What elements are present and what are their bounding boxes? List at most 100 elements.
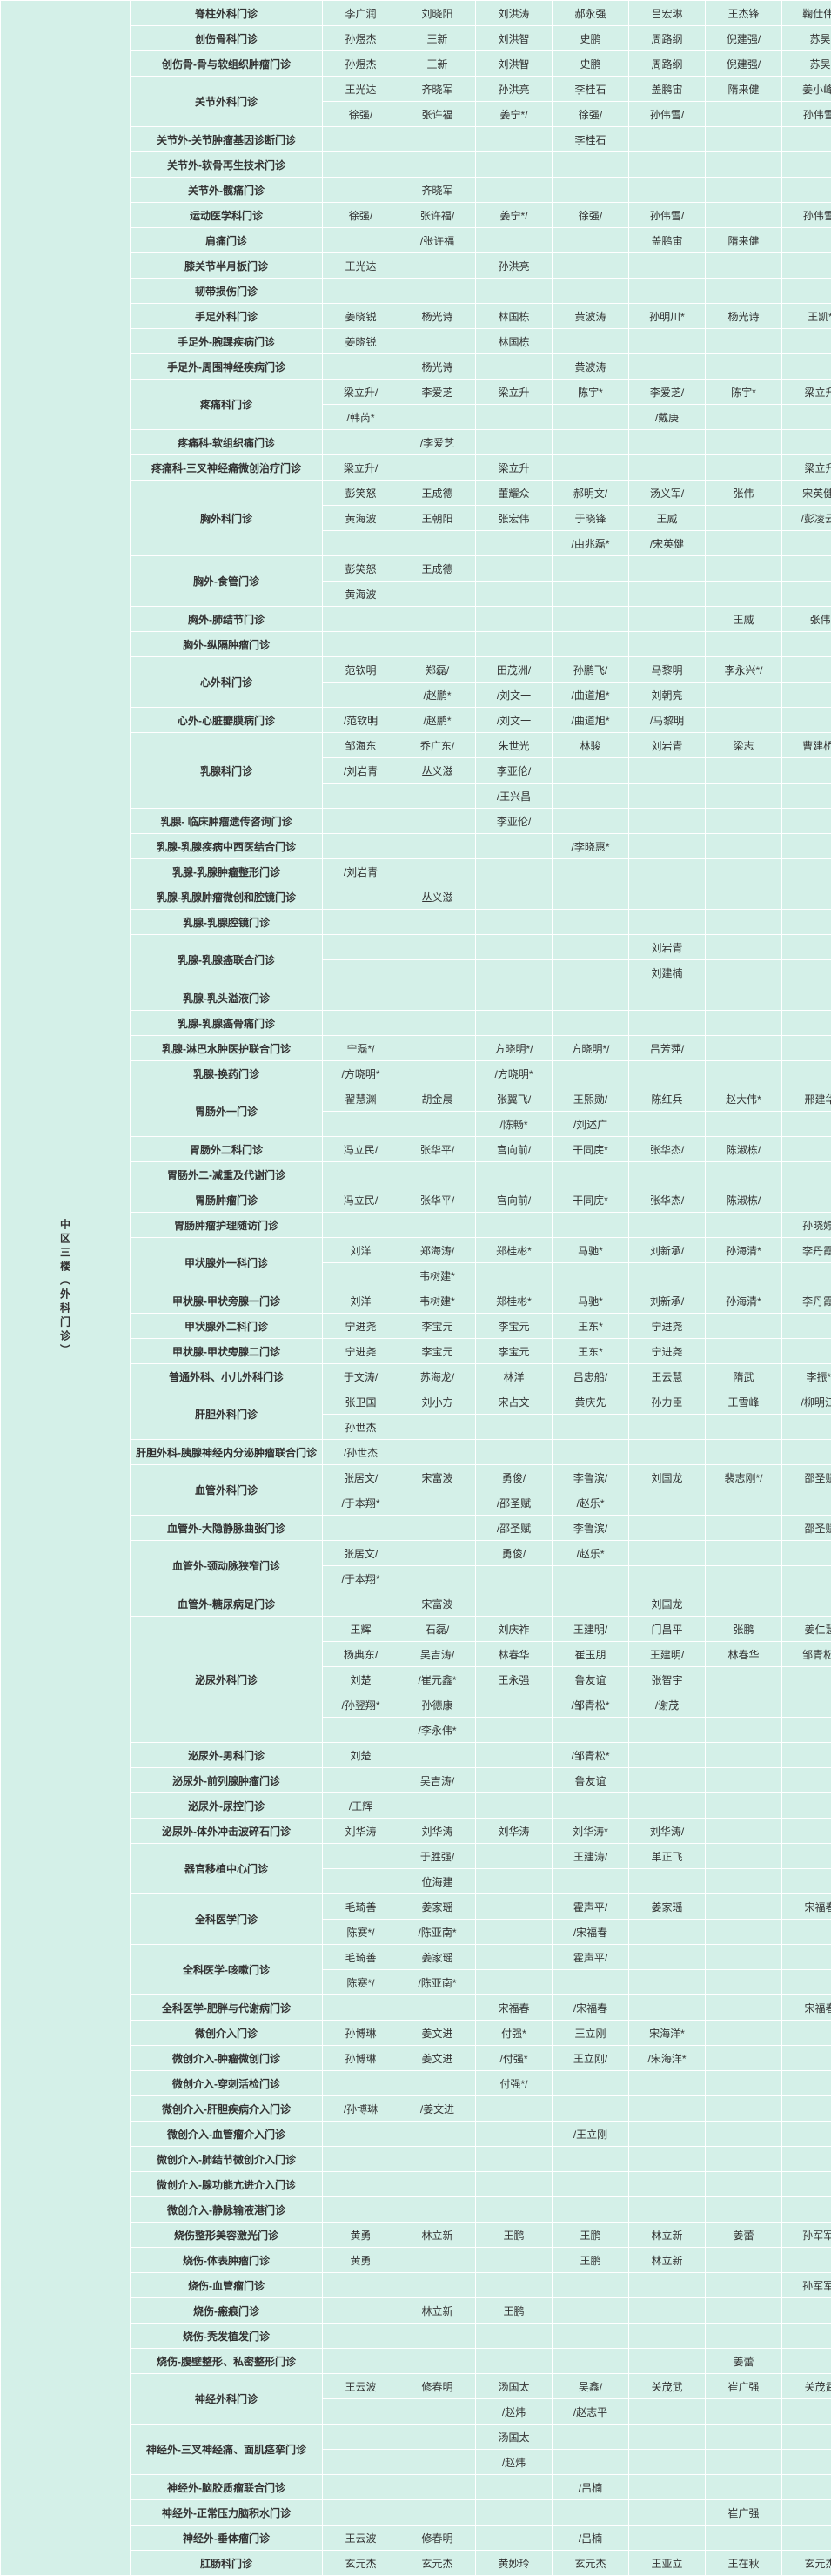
doctor-cell <box>706 178 782 203</box>
doctor-cell: 王雪峰 <box>706 1389 782 1415</box>
doctor-cell: 黄海波 <box>323 506 399 531</box>
doctor-cell: 李爱芝/ <box>629 380 706 405</box>
doctor-cell <box>706 1415 782 1440</box>
doctor-cell: /赵鹏* <box>399 683 476 708</box>
doctor-cell <box>323 430 399 455</box>
doctor-cell: 丛义滋 <box>399 758 476 784</box>
department-name: 乳腺-乳腺肿瘤微创和腔镜门诊 <box>131 884 323 910</box>
department-name: 胃肠肿瘤护理随访门诊 <box>131 1213 323 1238</box>
doctor-cell: /孙世杰 <box>323 1440 399 1465</box>
doctor-cell: 林国栋 <box>476 304 553 329</box>
doctor-cell: 杨光诗 <box>706 304 782 329</box>
doctor-cell <box>706 2122 782 2147</box>
doctor-cell: 梁立升 <box>782 455 831 481</box>
doctor-cell <box>553 329 629 354</box>
doctor-cell <box>476 2475 553 2500</box>
doctor-cell <box>553 582 629 607</box>
doctor-cell: 刘岩青 <box>629 733 706 758</box>
doctor-cell: 汤义军/ <box>629 481 706 506</box>
doctor-cell <box>782 2122 831 2147</box>
department-name: 泌尿外科门诊 <box>131 1617 323 1743</box>
doctor-cell: 王亚立 <box>629 2551 706 2576</box>
department-name: 全科医学-咳嗽门诊 <box>131 1945 323 1995</box>
doctor-cell <box>782 884 831 910</box>
doctor-cell: 李鲁滨/ <box>553 1465 629 1490</box>
department-name: 心外科门诊 <box>131 657 323 708</box>
doctor-cell <box>553 632 629 657</box>
doctor-cell: 宋福春 <box>782 1894 831 1920</box>
doctor-cell <box>629 607 706 632</box>
doctor-cell <box>706 960 782 985</box>
doctor-cell: /曲道旭* <box>553 683 629 708</box>
doctor-cell <box>323 2450 399 2475</box>
department-name: 乳腺-淋巴水肿医护联合门诊 <box>131 1036 323 1061</box>
doctor-cell <box>399 1162 476 1187</box>
doctor-cell <box>629 2399 706 2425</box>
doctor-cell <box>476 859 553 884</box>
doctor-cell: /宋福春 <box>553 1920 629 1945</box>
doctor-cell <box>323 683 399 708</box>
doctor-cell: 王云波 <box>323 2374 399 2399</box>
doctor-cell <box>553 1162 629 1187</box>
doctor-cell: 王成德 <box>399 556 476 582</box>
doctor-cell: 陈赛*/ <box>323 1920 399 1945</box>
doctor-cell: 刘新承/ <box>629 1238 706 1263</box>
doctor-cell <box>629 1415 706 1440</box>
doctor-cell <box>782 809 831 834</box>
doctor-cell <box>476 834 553 859</box>
doctor-cell <box>629 1011 706 1036</box>
doctor-cell: 陈赛*/ <box>323 1970 399 1995</box>
doctor-cell <box>399 935 476 960</box>
doctor-cell <box>476 2122 553 2147</box>
doctor-cell: /柳明江* <box>782 1389 831 1415</box>
doctor-cell: 宁进尧 <box>629 1314 706 1339</box>
department-name: 心外-心脏瓣膜病门诊 <box>131 708 323 733</box>
department-name: 胸外-食管门诊 <box>131 556 323 607</box>
doctor-cell <box>629 2298 706 2324</box>
doctor-cell: 霍声平/ <box>553 1894 629 1920</box>
doctor-cell: 汤国太 <box>476 2425 553 2450</box>
doctor-cell <box>782 708 831 733</box>
department-name: 肝胆外科门诊 <box>131 1389 323 1440</box>
doctor-cell <box>706 910 782 935</box>
doctor-cell <box>553 2324 629 2349</box>
doctor-cell: 曹建桥* <box>782 733 831 758</box>
doctor-cell <box>553 1591 629 1617</box>
doctor-cell <box>323 279 399 304</box>
doctor-cell: /戴庚 <box>629 405 706 430</box>
doctor-cell <box>476 1920 553 1945</box>
doctor-cell <box>323 2298 399 2324</box>
doctor-cell: 王建明/ <box>553 1617 629 1642</box>
doctor-cell <box>706 834 782 859</box>
doctor-cell: 勇俊/ <box>476 1541 553 1566</box>
doctor-cell: 宋富波 <box>399 1591 476 1617</box>
doctor-cell: /宋海洋* <box>629 2046 706 2071</box>
doctor-cell: /吕楠 <box>553 2475 629 2500</box>
doctor-cell <box>629 178 706 203</box>
doctor-cell <box>629 253 706 279</box>
doctor-cell: 李桂石 <box>553 77 629 102</box>
doctor-cell <box>782 531 831 556</box>
doctor-cell <box>323 1112 399 1137</box>
doctor-cell: 盖鹏宙 <box>629 228 706 253</box>
doctor-cell: 徐强/ <box>323 203 399 228</box>
doctor-cell <box>629 1743 706 1768</box>
doctor-cell <box>553 253 629 279</box>
doctor-cell: 于晓锋 <box>553 506 629 531</box>
doctor-cell <box>553 556 629 582</box>
doctor-cell: 王在秋 <box>706 2551 782 2576</box>
doctor-cell: /韩芮* <box>323 405 399 430</box>
doctor-cell <box>476 910 553 935</box>
doctor-cell <box>323 2349 399 2374</box>
department-name: 乳腺-乳腺疾病中西医结合门诊 <box>131 834 323 859</box>
doctor-cell <box>323 1011 399 1036</box>
doctor-cell: /曲道旭* <box>553 708 629 733</box>
doctor-cell <box>553 279 629 304</box>
department-name: 胃肠外二科门诊 <box>131 1137 323 1162</box>
doctor-cell <box>782 1440 831 1465</box>
doctor-cell <box>323 985 399 1011</box>
doctor-cell <box>706 2298 782 2324</box>
doctor-cell: /由兆磊* <box>553 531 629 556</box>
department-name: 微创介入-肺结节微创介入门诊 <box>131 2147 323 2172</box>
doctor-cell: 李宝元 <box>399 1314 476 1339</box>
